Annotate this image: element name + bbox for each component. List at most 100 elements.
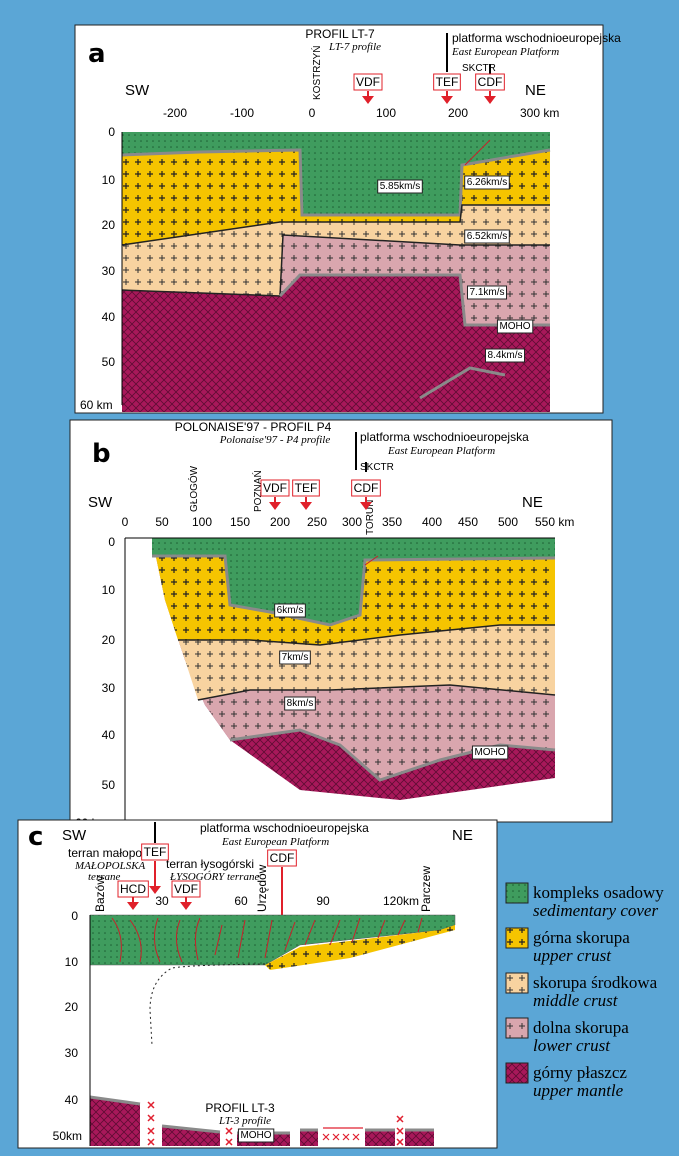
velocity-label: 6km/s [277,605,304,616]
legend-swatch [506,928,528,948]
direction-label: SW [125,82,150,99]
y-tick-label: 10 [102,173,116,187]
terrane-label: terran łysogórski [166,857,254,871]
x-tick-label: 150 [230,515,250,529]
legend-label-en: sedimentary cover [533,901,658,920]
legend-label: skorupa środkowa [533,973,658,992]
x-tick-label: 350 [382,515,402,529]
panel-label: a [88,39,106,69]
legend-swatch [506,883,528,903]
panel-subtitle: Polonaise'97 - P4 profile [219,434,331,446]
legend-label-en: upper crust [533,946,612,965]
y-tick-label: 0 [71,909,78,923]
direction-label: NE [452,827,473,844]
x-tick-label: 0 [309,106,316,120]
y-tick-label: 20 [65,1000,79,1014]
x-tick-label: 100 [192,515,212,529]
x-tick-label: -200 [163,106,187,120]
y-tick-label: 10 [102,583,116,597]
x-tick-label: -100 [230,106,254,120]
legend-label-en: lower crust [533,1036,611,1055]
y-tick-label: 30 [102,264,116,278]
y-tick-label: 10 [65,955,79,969]
x-tick-label: 30 [155,894,169,908]
panel-title: PROFIL LT-7 [305,27,375,41]
place-label: Urzędów [255,864,269,912]
y-tick-label: 40 [102,728,116,742]
legend-label: kompleks osadowy [533,883,664,902]
x-tick-label: 0 [122,515,129,529]
velocity-label: 8.4km/s [487,350,522,361]
velocity-label: 6.52km/s [467,231,508,242]
x-tick-label: 60 [234,894,248,908]
x-tick-label: 200 [270,515,290,529]
fault-label: TEF [144,845,167,859]
x-tick-label: 400 [422,515,442,529]
platform-label: platforma wschodnioeuropejska [200,821,369,835]
panel-title: POLONAISE'97 - PROFIL P4 [175,420,332,434]
fault-label: VDF [356,75,380,89]
y-tick-label: 40 [102,310,116,324]
y-tick-label: 20 [102,218,116,232]
x-tick-label: 250 [307,515,327,529]
place-label: Parczew [419,866,433,912]
place-label: Bazów [93,876,107,912]
fault-label: CDF [270,851,295,865]
panel-subtitle: LT-7 profile [328,41,381,53]
legend-label-en: middle crust [533,991,619,1010]
legend-label-en: upper mantle [533,1081,624,1100]
zone-label: SKCTR [462,63,496,74]
velocity-label: 7.1km/s [469,287,504,298]
velocity-label: 5.85km/s [380,181,421,192]
moho-label: MOHO [499,321,530,332]
moho-label: MOHO [474,747,505,758]
platform-label: platforma wschodnioeuropejska [360,430,529,444]
y-tick-label: 50km [53,1129,82,1143]
x-tick-label: 120km [383,894,419,908]
fault-label: TEF [295,481,318,495]
direction-label: SW [62,827,87,844]
velocity-label: 6.26km/s [467,177,508,188]
fault-label: HCD [120,882,146,896]
fault-label: VDF [174,882,198,896]
zone-label: SKCTR [360,462,394,473]
legend-swatch [506,1018,528,1038]
x-tick-label: 300 km [520,106,559,120]
platform-label-en: East European Platform [221,836,329,848]
x-tick-label: 550 km [535,515,574,529]
y-tick-label: 50 [102,778,116,792]
x-tick-label: 90 [316,894,330,908]
y-tick-label: 60 km [80,398,113,412]
direction-label: SW [88,494,113,511]
legend-label: górna skorupa [533,928,630,947]
fault-label: TEF [436,75,459,89]
place-label: GŁOGÓW [187,465,200,512]
direction-label: NE [522,494,543,511]
platform-label-en: East European Platform [451,46,559,58]
legend-swatch [506,973,528,993]
x-tick-label: 100 [376,106,396,120]
panel-subtitle: LT-3 profile [218,1115,271,1127]
panel-title: PROFIL LT-3 [205,1101,275,1115]
y-tick-label: 0 [108,125,115,139]
y-tick-label: 30 [65,1046,79,1060]
fault-label: VDF [263,481,287,495]
legend-label: dolna skorupa [533,1018,629,1037]
legend-label: górny płaszcz [533,1063,627,1082]
x-tick-label: 200 [448,106,468,120]
platform-label-en: East European Platform [387,445,495,457]
panel-label: b [92,439,111,469]
y-tick-label: 20 [102,633,116,647]
x-tick-label: 50 [155,515,169,529]
y-tick-label: 30 [102,681,116,695]
x-tick-label: 500 [498,515,518,529]
y-tick-label: 50 [102,355,116,369]
fault-label: CDF [354,481,379,495]
y-tick-label: 40 [65,1093,79,1107]
velocity-label: 7km/s [282,652,309,663]
direction-label: NE [525,82,546,99]
y-tick-label: 0 [108,535,115,549]
fault-label: CDF [478,75,503,89]
velocity-label: 8km/s [287,698,314,709]
place-label: KOSTRZYŃ [310,46,323,100]
